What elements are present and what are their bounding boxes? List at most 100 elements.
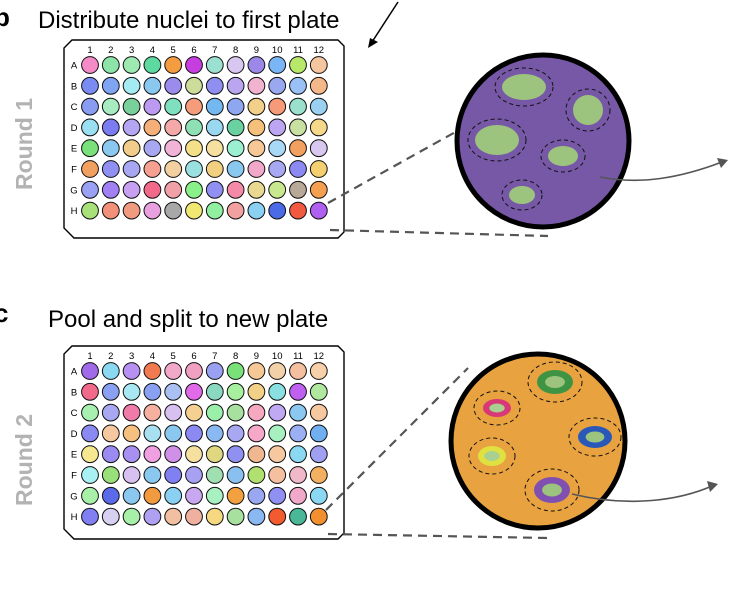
plate-well	[122, 76, 141, 95]
nucleus-outline	[540, 139, 586, 173]
plate-well	[247, 486, 266, 505]
nucleus	[545, 376, 565, 388]
plate-well	[185, 445, 203, 464]
zoomed-well-round-1	[454, 52, 632, 230]
panel-c-title: Pool and split to new plate	[48, 306, 328, 333]
column-label: 10	[272, 351, 283, 362]
plate-well	[309, 362, 328, 380]
plate-well	[309, 160, 328, 178]
column-label: 5	[171, 45, 176, 56]
nucleus	[548, 146, 578, 166]
plate-well	[143, 97, 162, 116]
plate-well	[81, 445, 99, 464]
plate-well	[205, 139, 224, 158]
plate-well	[289, 403, 307, 422]
plate-well	[289, 445, 307, 464]
column-label: 4	[150, 351, 155, 362]
plate-well	[309, 180, 328, 199]
plate-well	[247, 507, 266, 526]
plate-well	[185, 118, 203, 137]
plate-well	[101, 486, 120, 505]
plate-well	[226, 466, 245, 484]
plate-well	[185, 56, 203, 74]
plate-well	[185, 201, 203, 220]
plate-well	[81, 76, 99, 95]
plate-well	[289, 180, 307, 199]
plate-well	[226, 382, 245, 401]
plate-well	[205, 445, 224, 464]
plate-well	[247, 118, 266, 137]
nucleus	[484, 451, 500, 461]
plate-well	[205, 507, 224, 526]
outgoing-arrow-round-1	[599, 161, 723, 182]
plate-well	[205, 424, 224, 443]
plate-well	[309, 466, 328, 484]
plate-well	[122, 403, 141, 422]
column-label: 11	[293, 45, 303, 56]
nucleus	[475, 125, 519, 155]
plate-well	[185, 486, 203, 505]
plate-well	[122, 486, 141, 505]
row-label: B	[71, 81, 77, 92]
plate-well	[101, 180, 120, 199]
plate-well	[81, 160, 99, 178]
plate-well	[289, 486, 307, 505]
plate-well	[289, 56, 307, 74]
row-label: E	[71, 450, 77, 461]
plate-well	[226, 139, 245, 158]
plate-well	[289, 76, 307, 95]
plate-well	[247, 56, 266, 74]
nucleus	[509, 186, 535, 204]
plate-well	[268, 382, 287, 401]
plate-well	[268, 507, 287, 526]
plate-well	[81, 56, 99, 74]
plate-well	[81, 362, 99, 380]
plate-well	[122, 382, 141, 401]
plate-well	[81, 201, 99, 220]
plate-well	[205, 97, 224, 116]
plate-well	[122, 56, 141, 74]
row-label: A	[71, 61, 78, 72]
plate-well	[309, 118, 328, 137]
plate-well	[268, 180, 287, 199]
plate-well	[164, 76, 183, 95]
plate-well	[268, 56, 287, 74]
plate-well	[143, 466, 162, 484]
plate-well	[289, 507, 307, 526]
plate-well	[143, 160, 162, 178]
plate-well	[164, 97, 183, 116]
row-label: G	[70, 185, 77, 196]
plate-well	[309, 403, 328, 422]
nucleus-outline	[565, 88, 611, 132]
plate-well	[268, 76, 287, 95]
plate-well	[226, 76, 245, 95]
plate-well	[143, 118, 162, 137]
plate-well	[101, 97, 120, 116]
plate-well	[101, 507, 120, 526]
row-label: E	[71, 144, 77, 155]
nucleus	[502, 74, 546, 100]
plate-well	[247, 201, 266, 220]
column-label: 12	[314, 351, 325, 362]
column-label: 5	[171, 351, 176, 362]
zoom-line-lower	[329, 228, 549, 238]
plate-well	[205, 160, 224, 178]
plate-well	[205, 118, 224, 137]
plate-well	[143, 507, 162, 526]
plate-well	[81, 466, 99, 484]
plate-well	[185, 97, 203, 116]
plate-well	[81, 403, 99, 422]
plate-well	[309, 507, 328, 526]
column-label: 2	[108, 45, 113, 56]
nucleus-outline	[527, 361, 583, 403]
plate-well	[205, 56, 224, 74]
plate-well	[247, 180, 266, 199]
nucleus-outline	[524, 468, 580, 512]
plate-well	[185, 362, 203, 380]
plate-well	[122, 139, 141, 158]
plate-well	[247, 424, 266, 443]
row-label: D	[71, 123, 78, 134]
